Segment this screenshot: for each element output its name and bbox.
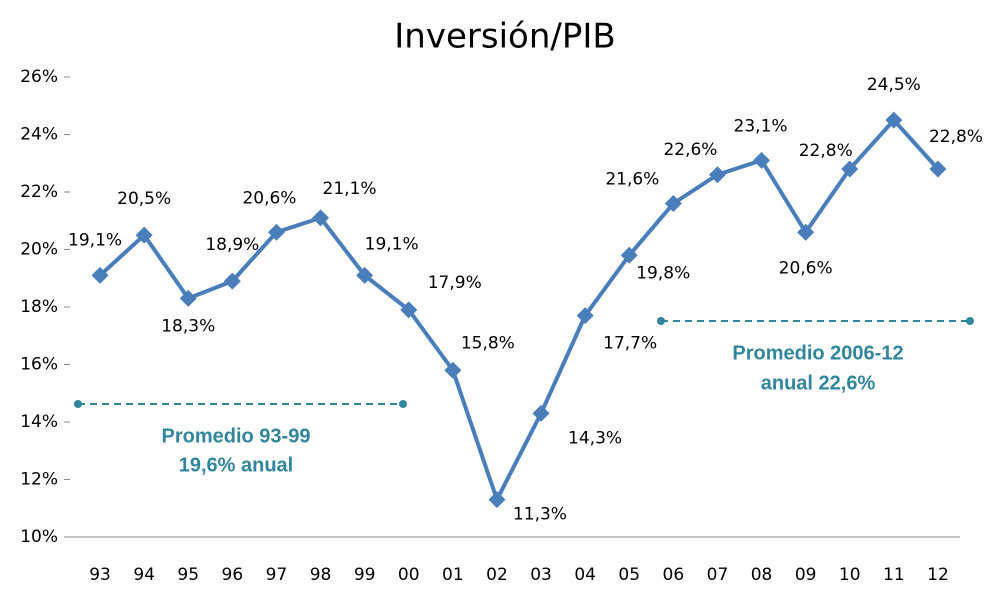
data-label: 18,9% xyxy=(205,235,259,255)
data-line xyxy=(98,117,940,505)
marker xyxy=(664,195,682,212)
chart-title: Inversión/PIB xyxy=(394,17,615,57)
x-tick-label: 02 xyxy=(486,565,508,585)
marker xyxy=(400,301,418,319)
annotation: Promedio 93-99 xyxy=(162,425,311,447)
marker xyxy=(267,223,285,241)
y-tick-label: 12% xyxy=(20,470,58,490)
data-label: 22,8% xyxy=(929,127,983,147)
data-label: 24,5% xyxy=(867,75,921,95)
x-tick-label: 03 xyxy=(530,565,552,585)
x-tick-label: 99 xyxy=(354,565,376,585)
x-tick-label: 00 xyxy=(398,565,420,585)
data-label: 18,3% xyxy=(161,316,215,336)
y-tick-label: 16% xyxy=(20,355,58,375)
y-tick-label: 10% xyxy=(20,527,58,547)
data-label: 19,1% xyxy=(68,230,122,250)
y-tick-label: 14% xyxy=(20,412,58,432)
data-label: 20,6% xyxy=(242,188,296,208)
y-tick-label: 20% xyxy=(20,240,58,260)
x-tick-label: 97 xyxy=(266,565,288,585)
average-2006-12: Promedio 2006-12 anual 22,6% xyxy=(657,317,974,394)
marker xyxy=(797,223,815,241)
data-label: 21,1% xyxy=(323,179,377,199)
data-label: 17,7% xyxy=(603,334,657,354)
marker xyxy=(135,226,153,244)
data-label: 22,6% xyxy=(663,140,717,160)
dot xyxy=(399,400,407,408)
x-tick-label: 10 xyxy=(839,565,861,585)
marker xyxy=(532,404,550,422)
dot xyxy=(966,317,974,325)
data-label: 22,8% xyxy=(799,141,853,161)
data-label: 21,6% xyxy=(605,170,659,190)
dot xyxy=(657,317,665,325)
x-tick-label: 95 xyxy=(177,565,199,585)
marker xyxy=(179,289,197,307)
x-tick-label: 12 xyxy=(927,565,949,585)
data-label: 19,8% xyxy=(636,263,690,283)
marker xyxy=(488,491,506,509)
y-tick-label: 22% xyxy=(20,182,58,202)
data-label: 20,6% xyxy=(779,258,833,278)
marker xyxy=(312,209,330,227)
annotation: anual 22,6% xyxy=(761,372,876,394)
x-tick-label: 96 xyxy=(222,565,244,585)
marker xyxy=(444,361,462,379)
y-tick-label: 18% xyxy=(20,297,58,317)
marker xyxy=(91,266,109,284)
data-label: 20,5% xyxy=(117,189,171,209)
data-label: 15,8% xyxy=(461,333,515,353)
y-tick-label: 26% xyxy=(20,67,58,87)
data-label: 23,1% xyxy=(734,116,788,136)
x-tick-label: 06 xyxy=(663,565,685,585)
x-tick-label: 05 xyxy=(618,565,640,585)
marker xyxy=(356,266,374,284)
x-tick-label: 04 xyxy=(574,565,596,585)
data-label: 14,3% xyxy=(568,428,622,448)
dot xyxy=(74,400,82,408)
average-93-99: Promedio 93-99 19,6% anual xyxy=(74,400,407,476)
annotation: 19,6% anual xyxy=(179,454,294,476)
data-label: 17,9% xyxy=(428,273,482,293)
marker xyxy=(841,160,859,178)
x-tick-label: 93 xyxy=(89,565,111,585)
x-tick-label: 94 xyxy=(133,565,155,585)
marker xyxy=(620,246,638,264)
data-label: 11,3% xyxy=(513,505,567,525)
x-tick-label: 98 xyxy=(310,565,332,585)
x-tick-label: 09 xyxy=(795,565,817,585)
marker xyxy=(929,160,947,178)
marker xyxy=(708,166,726,184)
data-label: 19,1% xyxy=(365,234,419,254)
marker xyxy=(576,307,594,325)
y-tick-label: 24% xyxy=(20,125,58,145)
x-tick-label: 01 xyxy=(442,565,464,585)
annotation: Promedio 2006-12 xyxy=(732,342,903,364)
x-tick-label: 08 xyxy=(751,565,773,585)
marker xyxy=(753,151,771,169)
marker xyxy=(885,111,903,129)
marker xyxy=(223,272,241,290)
x-tick-label: 07 xyxy=(707,565,729,585)
x-tick-label: 11 xyxy=(883,565,905,585)
